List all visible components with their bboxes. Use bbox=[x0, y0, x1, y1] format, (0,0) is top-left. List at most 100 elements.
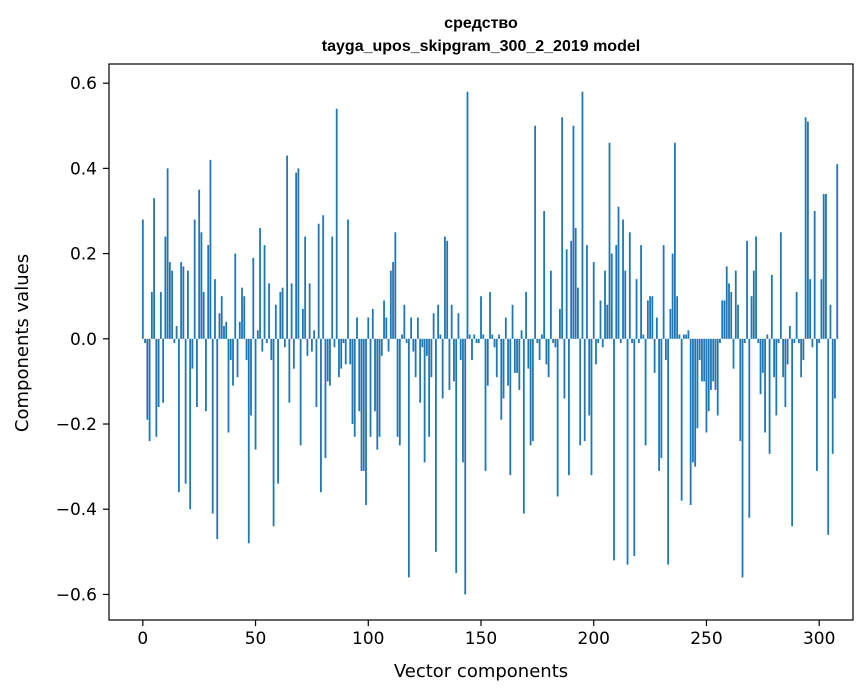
bar bbox=[173, 338, 176, 344]
bar bbox=[626, 338, 629, 565]
bar bbox=[315, 338, 318, 407]
bar bbox=[299, 338, 302, 446]
bar bbox=[649, 296, 651, 339]
bar bbox=[480, 296, 482, 339]
bar bbox=[347, 219, 349, 339]
bar bbox=[710, 338, 712, 390]
bar bbox=[701, 338, 703, 382]
bar bbox=[475, 338, 478, 344]
bar bbox=[680, 338, 683, 501]
bar bbox=[146, 338, 149, 420]
bar bbox=[834, 338, 836, 399]
bar bbox=[193, 219, 196, 339]
bar bbox=[211, 338, 214, 514]
bar bbox=[689, 338, 692, 505]
bar bbox=[606, 304, 609, 339]
bar bbox=[387, 338, 390, 352]
bar bbox=[369, 338, 372, 437]
bar bbox=[141, 219, 144, 339]
bar bbox=[155, 338, 158, 437]
bar bbox=[807, 121, 809, 339]
bar bbox=[232, 338, 234, 386]
bar bbox=[371, 308, 374, 339]
bar bbox=[184, 338, 187, 484]
bar bbox=[592, 262, 595, 339]
bar bbox=[313, 330, 316, 339]
chart-title-line1: средство bbox=[444, 15, 518, 32]
bar bbox=[466, 91, 469, 339]
bar bbox=[730, 291, 733, 339]
bar bbox=[148, 338, 151, 442]
bar bbox=[182, 266, 185, 339]
bar bbox=[389, 270, 392, 339]
bar bbox=[761, 338, 764, 373]
bar bbox=[162, 338, 165, 403]
bar bbox=[586, 245, 588, 339]
bar bbox=[655, 317, 658, 339]
bar bbox=[468, 334, 471, 339]
bar bbox=[297, 168, 300, 339]
bar bbox=[349, 338, 352, 365]
bar bbox=[304, 236, 307, 339]
bar bbox=[405, 338, 408, 344]
x-axis-ticks: 0 50 100 150 200 250 300 bbox=[137, 620, 835, 649]
bar bbox=[398, 338, 401, 446]
bar bbox=[421, 338, 424, 348]
x-tick-label: 50 bbox=[245, 629, 267, 649]
bar bbox=[694, 338, 697, 467]
bar bbox=[538, 338, 541, 361]
bar bbox=[247, 338, 250, 544]
bar bbox=[746, 240, 748, 339]
bar bbox=[360, 338, 363, 471]
bar bbox=[797, 338, 800, 344]
bar bbox=[739, 338, 742, 442]
bar bbox=[256, 330, 259, 339]
x-tick-label: 250 bbox=[690, 629, 722, 649]
bar bbox=[227, 338, 230, 433]
bar bbox=[171, 270, 174, 339]
bar bbox=[324, 338, 327, 459]
bar bbox=[205, 338, 207, 412]
bar bbox=[446, 240, 449, 339]
bar bbox=[547, 338, 550, 378]
bar bbox=[335, 108, 338, 339]
bar bbox=[716, 338, 719, 416]
bar bbox=[144, 338, 146, 344]
bar bbox=[441, 338, 444, 399]
bar bbox=[563, 338, 566, 399]
bar bbox=[635, 279, 638, 339]
bar bbox=[545, 338, 548, 365]
bar bbox=[500, 338, 503, 420]
bar bbox=[428, 338, 431, 437]
bar bbox=[565, 249, 568, 339]
bar bbox=[484, 338, 487, 471]
bar bbox=[743, 338, 746, 344]
bar bbox=[419, 338, 422, 403]
bar bbox=[482, 334, 485, 339]
bar bbox=[725, 266, 728, 339]
bar bbox=[786, 338, 789, 365]
bar bbox=[198, 189, 201, 339]
bar bbox=[513, 338, 516, 373]
bar bbox=[191, 338, 194, 369]
bar bbox=[491, 334, 494, 339]
bar bbox=[775, 338, 778, 416]
bar bbox=[518, 338, 521, 390]
bar bbox=[471, 338, 473, 361]
x-tick-label: 0 bbox=[137, 629, 148, 649]
bar bbox=[245, 338, 248, 361]
bar bbox=[317, 223, 320, 339]
bar bbox=[493, 338, 496, 348]
bar bbox=[525, 291, 527, 339]
bar bbox=[412, 338, 415, 352]
bar bbox=[459, 338, 462, 361]
bar bbox=[653, 338, 656, 373]
bar bbox=[811, 338, 814, 348]
bars-group bbox=[141, 91, 839, 595]
bar bbox=[435, 338, 437, 552]
bar bbox=[561, 117, 564, 339]
bar bbox=[331, 236, 334, 339]
bar bbox=[752, 270, 755, 339]
bar bbox=[773, 338, 775, 378]
bar bbox=[660, 338, 663, 459]
